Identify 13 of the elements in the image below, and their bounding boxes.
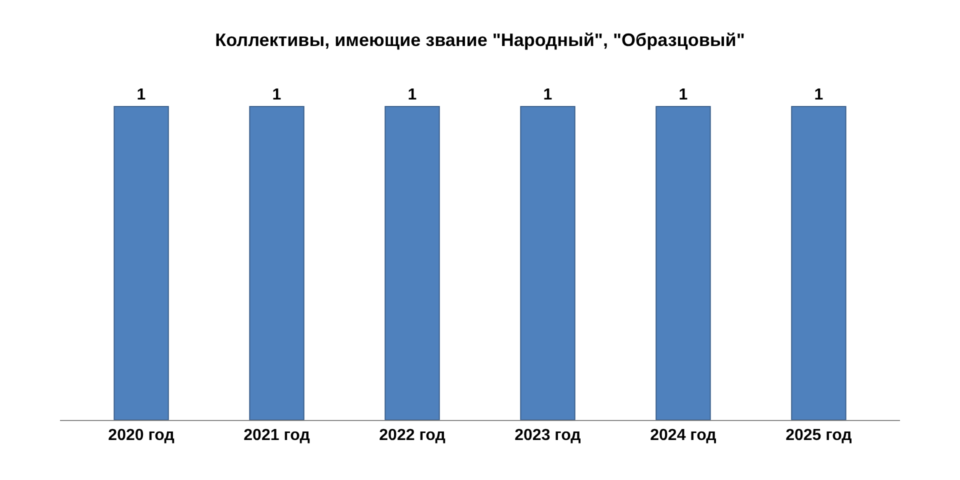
data-label: 1	[814, 86, 824, 104]
data-label: 1	[408, 86, 417, 104]
x-tick-label: 2021 год	[244, 427, 310, 444]
x-tick-label: 2022 год	[379, 427, 446, 444]
x-tick-label: 2020 год	[108, 427, 174, 444]
x-tick-label: 2025 год	[786, 427, 852, 444]
chart-title: Коллективы, имеющие звание "Народный", "Образцовый"	[215, 30, 745, 50]
data-label: 1	[678, 86, 688, 104]
x-tick-label: 2024 год	[650, 427, 716, 444]
x-tick-label: 2023 год	[514, 427, 581, 444]
data-label: 1	[136, 86, 146, 104]
data-label: 1	[543, 86, 552, 104]
data-label: 1	[272, 86, 282, 104]
